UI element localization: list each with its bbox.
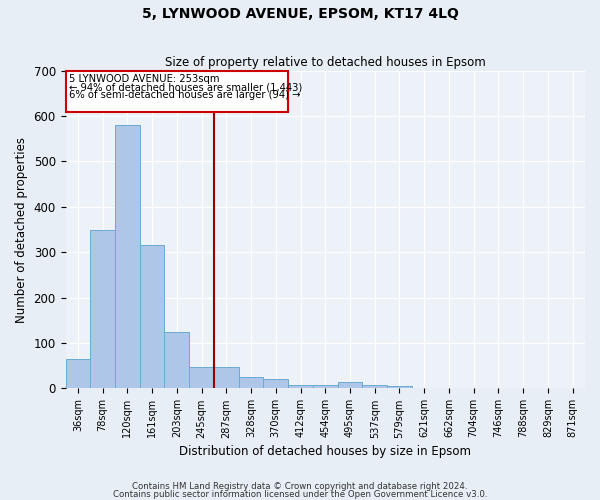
Bar (189, 366, 214, 388)
Text: ← 94% of detached houses are smaller (1,443): ← 94% of detached houses are smaller (1,… (69, 82, 302, 92)
Bar (90, 230, 115, 388)
Bar (263, 380, 288, 388)
FancyBboxPatch shape (65, 70, 288, 112)
Y-axis label: Number of detached properties: Number of detached properties (15, 136, 28, 322)
Bar (239, 377, 263, 388)
X-axis label: Distribution of detached houses by size in Epsom: Distribution of detached houses by size … (179, 444, 471, 458)
Title: Size of property relative to detached houses in Epsom: Size of property relative to detached ho… (165, 56, 485, 70)
Text: Contains HM Land Registry data © Crown copyright and database right 2024.: Contains HM Land Registry data © Crown c… (132, 482, 468, 491)
Bar (387, 386, 412, 388)
Bar (140, 246, 164, 388)
Text: Contains public sector information licensed under the Open Government Licence v3: Contains public sector information licen… (113, 490, 487, 499)
Bar (338, 382, 362, 388)
Bar (115, 125, 140, 388)
Bar (164, 332, 189, 388)
Text: 5, LYNWOOD AVENUE, EPSOM, KT17 4LQ: 5, LYNWOOD AVENUE, EPSOM, KT17 4LQ (142, 8, 458, 22)
Bar (65, 359, 90, 388)
Bar (362, 385, 387, 388)
Text: 5 LYNWOOD AVENUE: 253sqm: 5 LYNWOOD AVENUE: 253sqm (69, 74, 220, 84)
Bar (288, 385, 313, 388)
Bar (313, 385, 338, 388)
Bar (214, 366, 239, 388)
Text: 6% of semi-detached houses are larger (94) →: 6% of semi-detached houses are larger (9… (69, 90, 301, 100)
